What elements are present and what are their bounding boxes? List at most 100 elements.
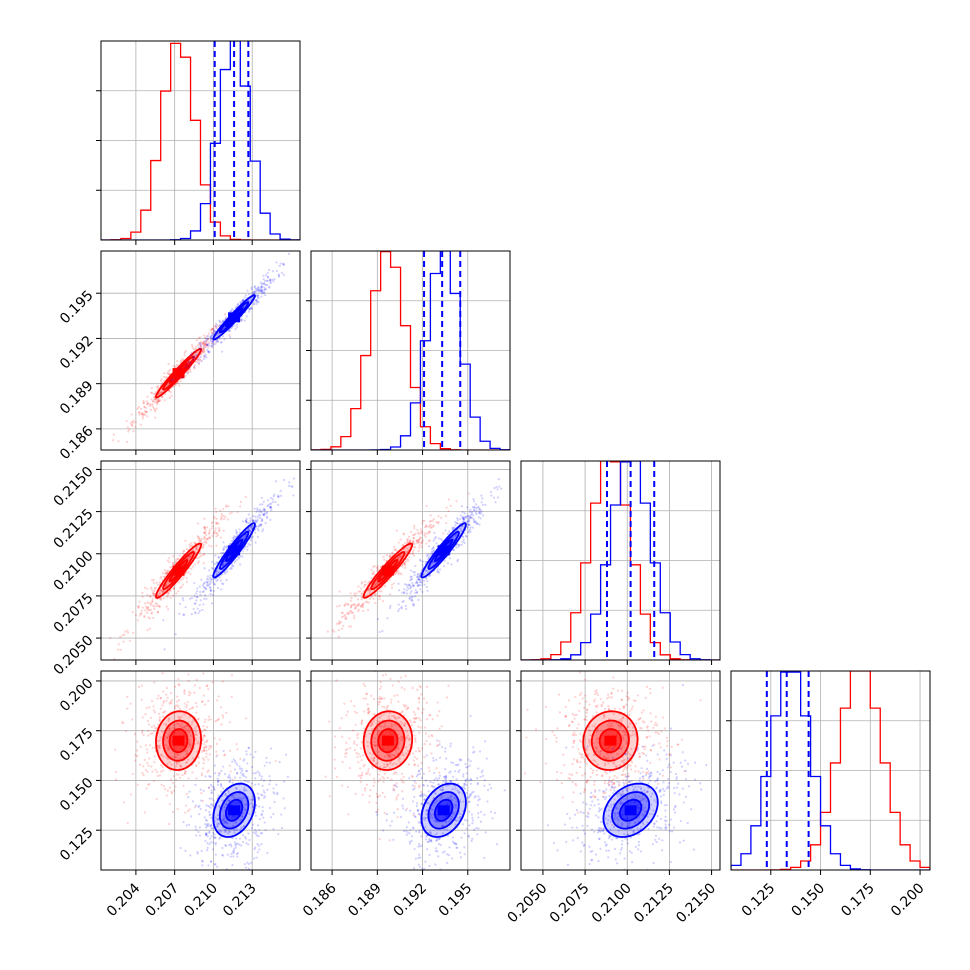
data-point	[219, 783, 223, 787]
data-point	[182, 550, 185, 553]
data-point	[256, 288, 259, 291]
data-point	[429, 714, 432, 717]
data-point	[409, 586, 413, 589]
data-point	[203, 527, 207, 530]
data-point	[168, 727, 171, 731]
data-point	[397, 759, 400, 762]
data-point	[185, 364, 189, 367]
data-point	[165, 376, 168, 379]
data-point	[377, 703, 380, 706]
data-point	[122, 640, 125, 643]
data-point	[234, 821, 237, 824]
data-point	[347, 813, 350, 816]
data-point	[256, 289, 259, 292]
data-point	[456, 558, 460, 561]
data-point	[388, 606, 392, 609]
data-point	[214, 853, 217, 856]
data-point	[376, 566, 379, 570]
data-point	[469, 516, 472, 519]
data-point	[215, 750, 218, 753]
data-point	[427, 556, 430, 560]
data-point	[239, 757, 242, 760]
data-point	[465, 783, 468, 786]
data-point	[366, 709, 369, 712]
data-point	[376, 761, 379, 765]
data-point	[189, 370, 192, 373]
data-point	[202, 749, 205, 752]
data-point	[215, 544, 218, 547]
data-point	[150, 588, 153, 591]
data-point	[417, 578, 420, 581]
data-point	[142, 733, 145, 737]
data-point	[262, 508, 265, 511]
data-point	[498, 485, 501, 488]
data-point	[230, 511, 233, 514]
data-point	[366, 601, 369, 604]
data-point	[419, 686, 422, 689]
data-point	[243, 758, 246, 761]
data-point	[152, 406, 155, 409]
data-point	[143, 409, 147, 413]
data-point	[466, 514, 469, 518]
data-point	[368, 601, 371, 604]
data-point	[341, 611, 344, 614]
data-point	[207, 537, 210, 540]
data-point	[221, 826, 224, 829]
data-point	[367, 710, 371, 714]
data-point	[182, 820, 185, 824]
data-point	[205, 577, 209, 581]
data-point	[166, 596, 169, 599]
data-point	[408, 738, 411, 741]
data-point	[442, 532, 445, 535]
data-point	[239, 818, 242, 822]
data-point	[384, 724, 387, 727]
data-point	[155, 385, 158, 389]
data-point	[255, 510, 258, 513]
data-point	[197, 358, 200, 361]
data-point	[233, 561, 236, 564]
data-point	[225, 803, 228, 806]
data-point	[158, 605, 161, 608]
data-point	[193, 367, 196, 370]
data-point	[409, 584, 412, 587]
data-point	[460, 529, 463, 532]
data-point	[203, 553, 206, 556]
data-point	[412, 717, 415, 720]
data-point	[197, 361, 200, 365]
data-point	[458, 815, 462, 818]
data-point	[418, 696, 421, 699]
data-point	[202, 343, 205, 346]
data-point	[356, 755, 359, 759]
data-point	[438, 740, 441, 743]
data-point	[270, 497, 273, 500]
data-point	[442, 564, 446, 568]
data-point	[217, 774, 220, 777]
data-point	[399, 761, 402, 764]
data-point	[201, 757, 205, 760]
data-point	[401, 710, 404, 713]
data-point	[373, 744, 376, 747]
data-point	[185, 750, 188, 753]
data-point	[206, 580, 209, 583]
data-point	[412, 585, 415, 588]
data-point	[203, 336, 207, 339]
data-point	[157, 745, 160, 748]
data-point	[468, 779, 471, 782]
data-point	[177, 705, 180, 708]
data-point	[287, 252, 291, 255]
data-point	[410, 575, 413, 578]
data-point	[427, 545, 430, 548]
data-point	[223, 338, 226, 341]
data-point	[381, 630, 384, 633]
data-point	[169, 692, 173, 695]
data-point	[237, 883, 239, 885]
data-point	[257, 783, 260, 786]
data-point	[183, 772, 186, 776]
data-point	[236, 842, 239, 845]
data-point	[436, 570, 439, 573]
data-point	[190, 707, 193, 710]
data-point	[211, 331, 214, 334]
data-point	[223, 772, 227, 776]
data-point	[190, 723, 194, 726]
data-point	[431, 552, 434, 555]
